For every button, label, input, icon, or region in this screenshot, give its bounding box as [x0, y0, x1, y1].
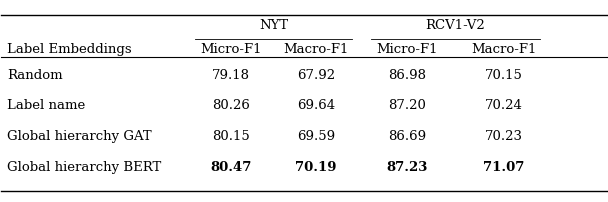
Text: Macro-F1: Macro-F1	[283, 43, 349, 56]
Text: 70.19: 70.19	[295, 161, 337, 174]
Text: 80.26: 80.26	[212, 99, 250, 113]
Text: Label name: Label name	[7, 99, 86, 113]
Text: 67.92: 67.92	[297, 69, 335, 82]
Text: 79.18: 79.18	[212, 69, 250, 82]
Text: Global hierarchy BERT: Global hierarchy BERT	[7, 161, 162, 174]
Text: 70.23: 70.23	[485, 130, 523, 143]
Text: Micro-F1: Micro-F1	[376, 43, 438, 56]
Text: 69.64: 69.64	[297, 99, 335, 113]
Text: Global hierarchy GAT: Global hierarchy GAT	[7, 130, 152, 143]
Text: 70.15: 70.15	[485, 69, 523, 82]
Text: Macro-F1: Macro-F1	[471, 43, 536, 56]
Text: RCV1-V2: RCV1-V2	[426, 19, 485, 32]
Text: Micro-F1: Micro-F1	[201, 43, 262, 56]
Text: Label Embeddings: Label Embeddings	[7, 43, 132, 56]
Text: 80.47: 80.47	[211, 161, 252, 174]
Text: 71.07: 71.07	[483, 161, 525, 174]
Text: NYT: NYT	[259, 19, 288, 32]
Text: 86.69: 86.69	[388, 130, 426, 143]
Text: 87.23: 87.23	[386, 161, 427, 174]
Text: 86.98: 86.98	[388, 69, 426, 82]
Text: 70.24: 70.24	[485, 99, 523, 113]
Text: 87.20: 87.20	[388, 99, 426, 113]
Text: Random: Random	[7, 69, 63, 82]
Text: 69.59: 69.59	[297, 130, 335, 143]
Text: 80.15: 80.15	[213, 130, 250, 143]
